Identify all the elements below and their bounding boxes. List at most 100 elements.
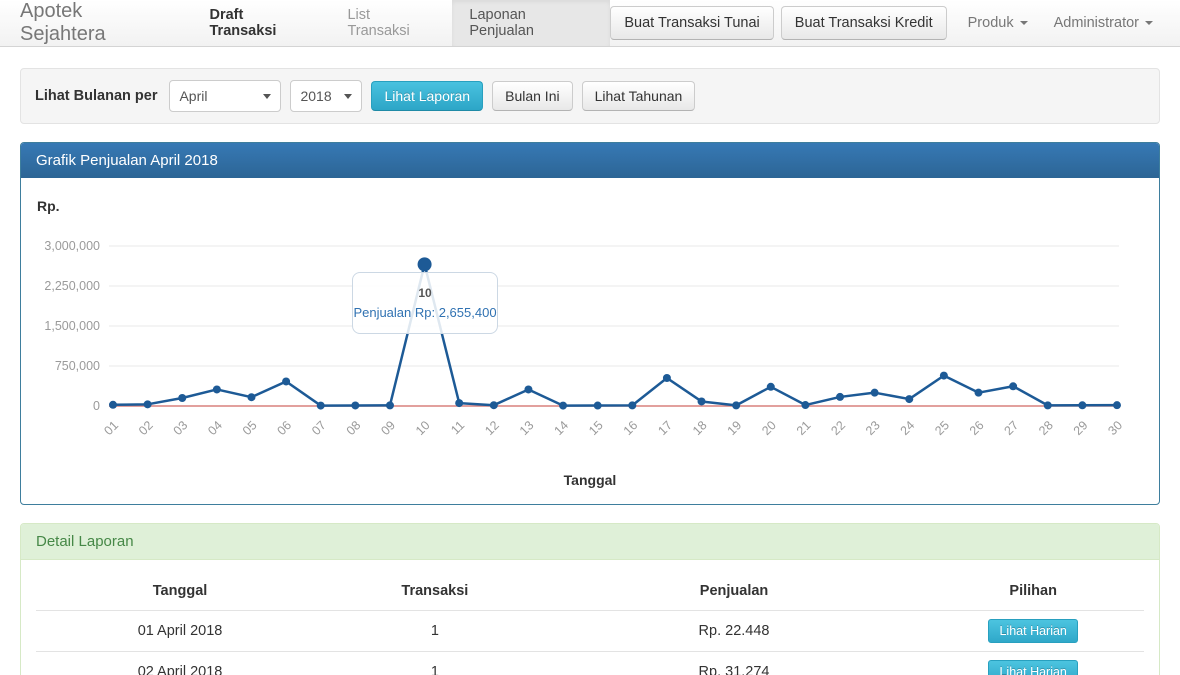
x-tick-label: 11 <box>448 418 467 437</box>
x-tick-label: 10 <box>413 418 433 438</box>
x-tick-label: 27 <box>1002 418 1022 438</box>
administrator-dropdown-label: Administrator <box>1053 15 1139 31</box>
chart-point[interactable] <box>178 394 187 402</box>
caret-down-icon <box>1145 21 1153 25</box>
produk-dropdown[interactable]: Produk <box>955 0 1041 46</box>
lihat-harian-button[interactable]: Lihat Harian <box>988 619 1078 643</box>
lihat-harian-button[interactable]: Lihat Harian <box>988 660 1078 675</box>
x-tick-label: 02 <box>136 418 156 438</box>
sales-line-chart: Rp. 0 750,000 1,500,000 2,250,000 3,000,000 0… <box>21 178 1159 504</box>
lihat-laporan-button[interactable]: Lihat Laporan <box>371 81 484 111</box>
chart-point[interactable] <box>351 401 360 410</box>
caret-down-icon <box>263 93 272 99</box>
x-tick-label: 15 <box>586 418 606 438</box>
chart-point[interactable] <box>1078 401 1087 410</box>
x-tick-label: 03 <box>171 418 191 438</box>
col-header-tanggal: Tanggal <box>152 583 208 599</box>
x-tick-label: 20 <box>759 418 779 438</box>
detail-panel-title: Detail Laporan <box>21 524 1159 560</box>
produk-dropdown-label: Produk <box>967 15 1014 31</box>
x-axis-title: Tanggal <box>563 472 617 488</box>
year-select-value: 2018 <box>300 88 332 104</box>
chart-point[interactable] <box>385 401 394 410</box>
x-tick-label: 23 <box>863 418 883 438</box>
x-tick-label: 16 <box>621 418 641 438</box>
chart-point[interactable] <box>212 385 221 394</box>
chart-point[interactable] <box>732 401 741 410</box>
chart-point[interactable] <box>1009 382 1018 391</box>
chart-point[interactable] <box>247 393 256 402</box>
chart-point[interactable] <box>939 371 948 380</box>
buat-transaksi-kredit-button[interactable]: Buat Transaksi Kredit <box>780 6 947 40</box>
chart-point[interactable] <box>524 385 533 394</box>
chart-point[interactable] <box>766 382 775 391</box>
x-tick-label: 30 <box>1105 418 1125 438</box>
chart-panel-title: Grafik Penjualan April 2018 <box>21 143 1159 178</box>
month-select-value: April <box>179 88 208 104</box>
x-tick-label: 13 <box>517 418 537 438</box>
chart-point[interactable] <box>282 377 291 386</box>
chart-point[interactable] <box>905 395 914 404</box>
chart-point-highlighted[interactable] <box>417 257 432 272</box>
table-row: 02 April 2018 1 Rp. 31.274 Lihat Harian <box>36 651 1144 675</box>
chart-point[interactable] <box>559 401 568 410</box>
chart-point[interactable] <box>593 401 602 410</box>
y-tick-label: 2,250,000 <box>44 279 100 293</box>
chart-point[interactable] <box>1043 401 1052 410</box>
chart-point[interactable] <box>1112 401 1121 410</box>
lihat-tahunan-button[interactable]: Lihat Tahunan <box>581 81 696 111</box>
detail-table: Tanggal Transaksi Penjualan Pilihan 01 A… <box>36 570 1144 675</box>
col-header-transaksi: Transaksi <box>401 583 469 599</box>
cell-tanggal: 01 April 2018 <box>36 610 325 652</box>
nav-item-draft-transaksi[interactable]: Draft Transaksi <box>209 7 277 39</box>
chart-point[interactable] <box>628 401 637 410</box>
series-line <box>112 263 1117 407</box>
filter-label: Lihat Bulanan per <box>35 88 158 104</box>
buat-transaksi-tunai-button[interactable]: Buat Transaksi Tunai <box>610 6 774 40</box>
x-tick-label: 25 <box>932 418 952 438</box>
chart-point[interactable] <box>974 388 983 397</box>
main-nav: Draft Transaksi List Transaksi Laponan P… <box>193 0 611 46</box>
cell-pilihan: Lihat Harian <box>922 610 1144 652</box>
x-tick-label: 08 <box>344 418 364 438</box>
app-brand[interactable]: Apotek Sejahtera <box>20 0 106 45</box>
nav-item-laporan-penjualan[interactable]: Laponan Penjualan <box>452 0 611 46</box>
chart-point[interactable] <box>870 388 879 397</box>
x-tick-label: 05 <box>240 418 260 438</box>
chart-point[interactable] <box>836 392 845 401</box>
x-tick-label: 07 <box>309 418 329 438</box>
chart-point[interactable] <box>316 401 325 410</box>
col-header-penjualan: Penjualan <box>699 583 769 599</box>
chart-point[interactable] <box>801 401 810 410</box>
detail-panel: Detail Laporan Tanggal Transaksi Penjual… <box>20 523 1160 675</box>
caret-down-icon <box>344 93 353 99</box>
chart-point[interactable] <box>489 401 498 410</box>
chart-point[interactable] <box>143 400 152 409</box>
chart-point[interactable] <box>697 397 706 406</box>
navbar-buttons: Buat Transaksi Tunai Buat Transaksi Kred… <box>610 0 947 46</box>
x-tick-label: 06 <box>274 418 294 438</box>
x-tick-label: 29 <box>1071 418 1091 438</box>
filter-bar: Lihat Bulanan per April 2018 Lihat Lapor… <box>20 68 1160 124</box>
table-header-row: Tanggal Transaksi Penjualan Pilihan <box>36 570 1144 611</box>
chart-panel: Grafik Penjualan April 2018 Rp. 0 750,000… <box>20 142 1160 505</box>
administrator-dropdown[interactable]: Administrator <box>1041 0 1166 46</box>
chart-point[interactable] <box>455 399 464 408</box>
year-select[interactable]: 2018 <box>290 80 363 112</box>
y-tick-label: 3,000,000 <box>44 239 100 253</box>
y-tick-label: 750,000 <box>55 359 100 373</box>
caret-down-icon <box>1019 21 1028 25</box>
cell-transaksi: 1 <box>324 651 546 675</box>
x-tick-label: 19 <box>725 418 745 438</box>
bulan-ini-button[interactable]: Bulan Ini <box>492 81 573 111</box>
nav-item-list-transaksi[interactable]: List Transaksi <box>347 7 410 39</box>
chart-point[interactable] <box>109 400 117 409</box>
x-tick-label: 12 <box>482 418 502 438</box>
month-select[interactable]: April <box>169 80 282 112</box>
chart-point[interactable] <box>662 374 671 382</box>
cell-pilihan: Lihat Harian <box>922 651 1144 675</box>
cell-transaksi: 1 <box>324 610 546 652</box>
x-tick-label: 04 <box>205 418 225 438</box>
x-tick-label: 17 <box>655 418 675 438</box>
cell-penjualan: Rp. 22.448 <box>545 610 923 652</box>
